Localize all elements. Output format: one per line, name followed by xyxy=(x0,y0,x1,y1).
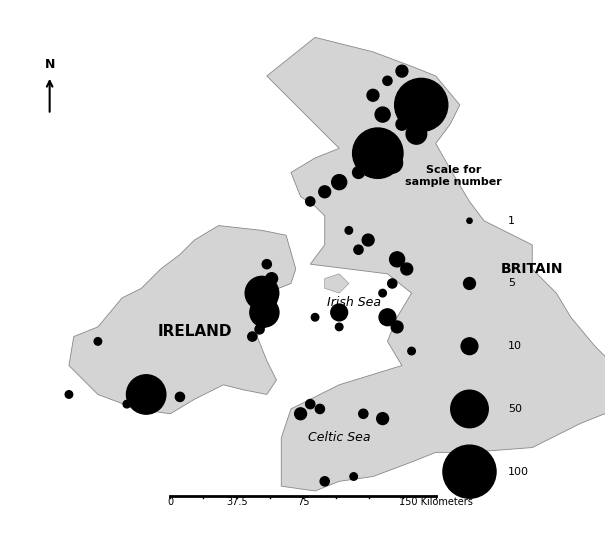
Circle shape xyxy=(390,252,405,267)
Circle shape xyxy=(377,413,388,424)
Circle shape xyxy=(396,65,408,77)
Text: 37.5: 37.5 xyxy=(226,498,247,507)
Text: Scale for
sample number: Scale for sample number xyxy=(405,165,502,187)
Text: Celtic Sea: Celtic Sea xyxy=(308,431,370,444)
Text: Irish Sea: Irish Sea xyxy=(327,296,381,309)
Circle shape xyxy=(379,309,396,325)
Text: 0: 0 xyxy=(167,498,173,507)
Text: 1: 1 xyxy=(508,216,515,226)
Circle shape xyxy=(382,153,402,173)
Circle shape xyxy=(315,405,324,414)
Circle shape xyxy=(262,293,277,308)
Circle shape xyxy=(464,278,476,289)
Text: BRITAIN: BRITAIN xyxy=(501,262,564,276)
Text: 150 Kilometers: 150 Kilometers xyxy=(399,498,473,507)
Circle shape xyxy=(461,338,478,355)
Circle shape xyxy=(367,89,379,101)
Circle shape xyxy=(265,273,278,285)
Text: 50: 50 xyxy=(508,404,522,414)
Circle shape xyxy=(395,79,448,131)
Circle shape xyxy=(256,316,268,328)
Circle shape xyxy=(320,477,329,486)
Circle shape xyxy=(443,445,496,498)
Circle shape xyxy=(123,400,131,408)
Circle shape xyxy=(391,321,403,333)
Text: 75: 75 xyxy=(297,498,309,507)
Polygon shape xyxy=(267,37,606,491)
Circle shape xyxy=(388,279,397,288)
Circle shape xyxy=(451,390,488,428)
Text: 5: 5 xyxy=(508,279,515,288)
Circle shape xyxy=(331,175,347,189)
Circle shape xyxy=(375,107,390,122)
Circle shape xyxy=(353,128,403,179)
Circle shape xyxy=(248,332,257,341)
Circle shape xyxy=(295,408,307,420)
Circle shape xyxy=(311,314,319,321)
Circle shape xyxy=(396,118,408,130)
Circle shape xyxy=(331,304,348,321)
Text: 100: 100 xyxy=(508,466,529,477)
Circle shape xyxy=(401,263,413,275)
Circle shape xyxy=(467,218,472,223)
Circle shape xyxy=(383,76,392,86)
Circle shape xyxy=(403,82,420,99)
Circle shape xyxy=(94,338,102,345)
Circle shape xyxy=(262,259,271,269)
Circle shape xyxy=(408,348,415,355)
Circle shape xyxy=(354,245,363,254)
Polygon shape xyxy=(325,274,349,293)
Circle shape xyxy=(65,391,73,398)
Circle shape xyxy=(255,325,264,334)
Circle shape xyxy=(245,277,279,310)
Polygon shape xyxy=(69,225,296,414)
Circle shape xyxy=(345,226,353,234)
Circle shape xyxy=(127,375,166,414)
Circle shape xyxy=(353,167,364,179)
Text: N: N xyxy=(44,58,55,71)
Circle shape xyxy=(305,197,315,206)
Text: 10: 10 xyxy=(508,341,522,351)
Circle shape xyxy=(319,186,331,198)
Circle shape xyxy=(305,400,315,409)
Circle shape xyxy=(406,124,427,144)
Text: IRELAND: IRELAND xyxy=(157,324,231,339)
Circle shape xyxy=(175,392,185,401)
Circle shape xyxy=(362,234,374,246)
Circle shape xyxy=(359,409,368,419)
Circle shape xyxy=(250,298,279,327)
Circle shape xyxy=(382,138,393,150)
Circle shape xyxy=(336,323,343,331)
Circle shape xyxy=(379,289,387,297)
Circle shape xyxy=(350,473,358,480)
